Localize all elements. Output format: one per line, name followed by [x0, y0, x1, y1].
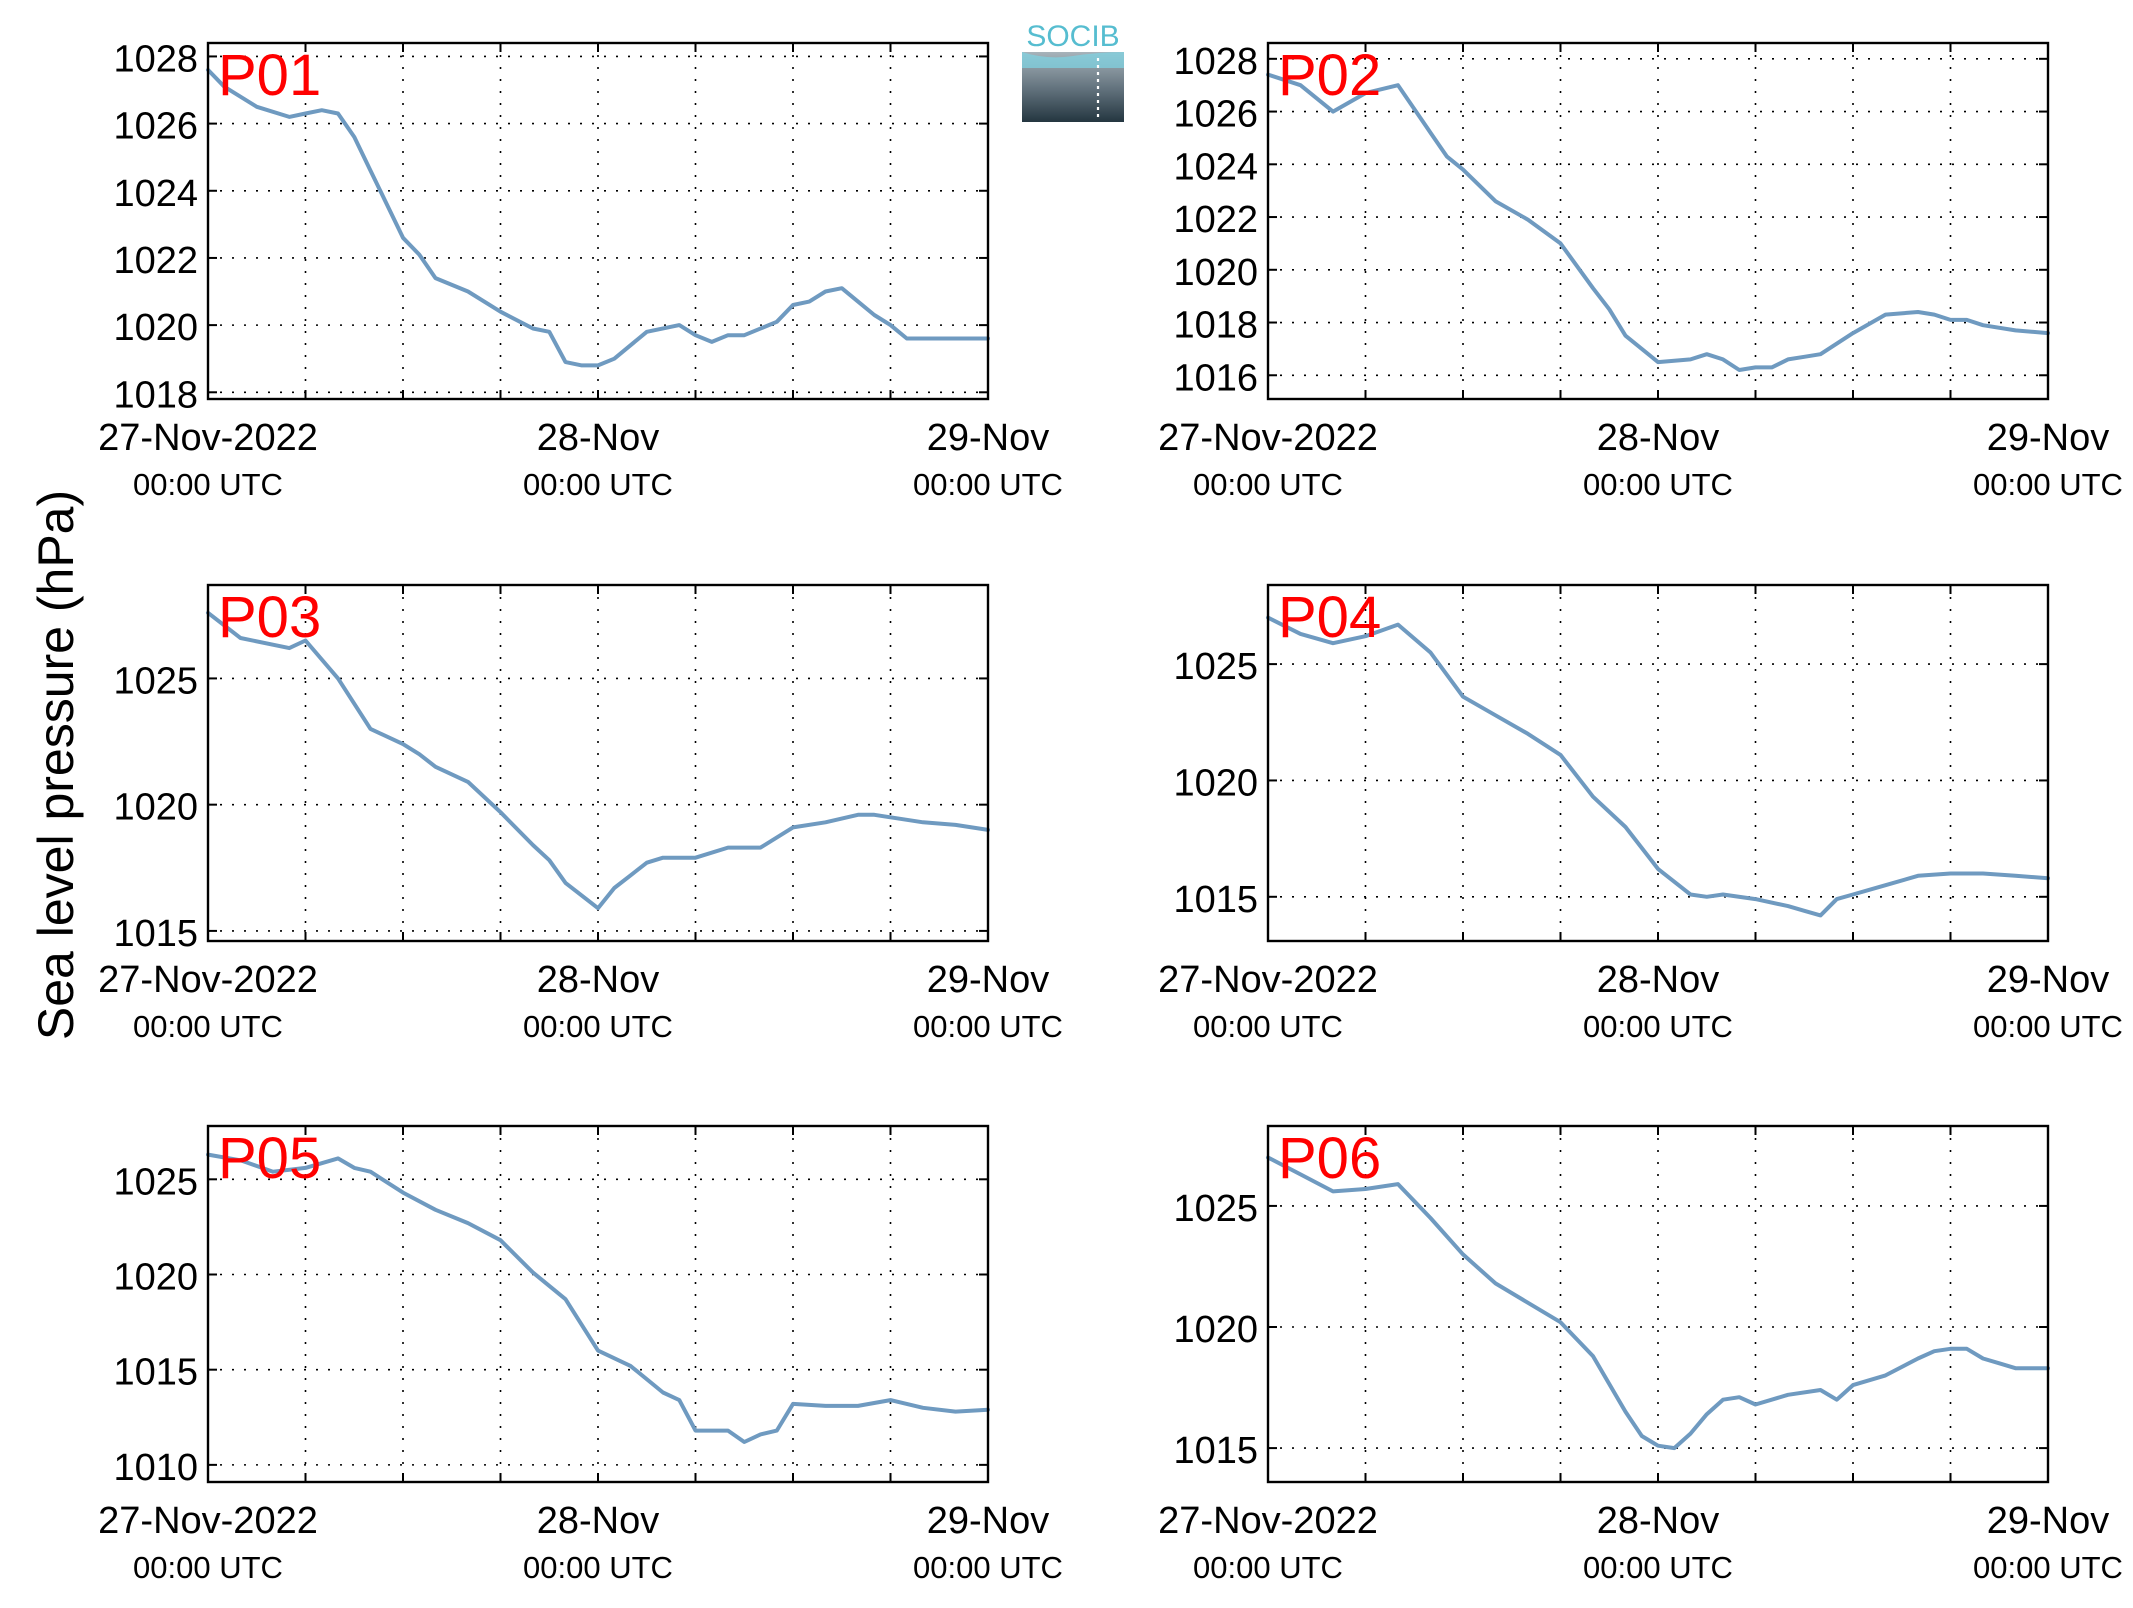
x-tick-sublabel: 00:00 UTC [1193, 1550, 1343, 1585]
plot-frame [206, 41, 990, 401]
y-tick-label: 1025 [1173, 1188, 1258, 1230]
panel-label: P02 [1278, 43, 1381, 108]
x-tick-label: 29-Nov [927, 417, 1050, 459]
x-tick-label: 28-Nov [537, 1500, 660, 1542]
x-tick-sublabel: 00:00 UTC [133, 1009, 283, 1044]
pressure-series-line [1266, 615, 2050, 918]
x-tick-label: 28-Nov [537, 417, 660, 459]
x-tick-sublabel: 00:00 UTC [133, 467, 283, 502]
y-tick-label: 1025 [113, 660, 198, 702]
pressure-series-line [1266, 72, 2050, 372]
x-tick-sublabel: 00:00 UTC [1973, 467, 2123, 502]
y-tick-label: 1024 [113, 173, 198, 215]
x-tick-label: 29-Nov [927, 959, 1050, 1001]
y-tick-label: 1020 [113, 787, 198, 829]
x-tick-sublabel: 00:00 UTC [1973, 1550, 2123, 1585]
y-tick-label: 1018 [113, 374, 198, 416]
x-tick-sublabel: 00:00 UTC [1583, 1009, 1733, 1044]
plot-frame [1266, 583, 2050, 943]
y-tick-label: 1016 [1173, 357, 1258, 399]
y-tick-label: 1015 [1173, 879, 1258, 921]
x-tick-label: 27-Nov-2022 [1158, 417, 1378, 459]
y-tick-label: 1010 [113, 1447, 198, 1489]
pressure-series-line [206, 1152, 990, 1444]
x-tick-label: 28-Nov [537, 959, 660, 1001]
x-tick-sublabel: 00:00 UTC [1583, 467, 1733, 502]
y-tick-label: 1022 [113, 240, 198, 282]
x-tick-label: 28-Nov [1597, 1500, 1720, 1542]
y-tick-label: 1020 [113, 1256, 198, 1298]
y-tick-label: 1024 [1173, 146, 1258, 188]
y-tick-label: 1025 [113, 1161, 198, 1203]
y-tick-label: 1028 [1173, 41, 1258, 83]
y-tick-label: 1015 [113, 913, 198, 955]
x-tick-label: 27-Nov-2022 [98, 959, 318, 1001]
panel-label: P06 [1278, 1126, 1381, 1191]
x-tick-sublabel: 00:00 UTC [1583, 1550, 1733, 1585]
panel-label: P01 [218, 43, 321, 108]
x-tick-sublabel: 00:00 UTC [523, 467, 673, 502]
x-tick-label: 27-Nov-2022 [98, 417, 318, 459]
x-tick-label: 28-Nov [1597, 417, 1720, 459]
x-tick-sublabel: 00:00 UTC [1193, 1009, 1343, 1044]
x-tick-sublabel: 00:00 UTC [133, 1550, 283, 1585]
y-tick-label: 1026 [113, 106, 198, 148]
y-tick-label: 1018 [1173, 305, 1258, 347]
y-tick-label: 1028 [113, 38, 198, 80]
x-tick-sublabel: 00:00 UTC [913, 1550, 1063, 1585]
x-tick-label: 29-Nov [1987, 417, 2110, 459]
plot-frame [206, 583, 990, 943]
y-tick-label: 1026 [1173, 94, 1258, 136]
panel-label: P04 [1278, 585, 1381, 650]
logo-text: SOCIB [1026, 20, 1119, 53]
x-tick-sublabel: 00:00 UTC [913, 467, 1063, 502]
x-tick-sublabel: 00:00 UTC [913, 1009, 1063, 1044]
x-tick-label: 29-Nov [1987, 959, 2110, 1001]
socib-logo: SOCIB [1022, 20, 1124, 122]
pressure-series-line [206, 610, 990, 911]
chart-panel-p04: 1015 1020 1025 27-Nov-2022 00:00 UTC 28-Nov 00… [1158, 583, 2123, 1044]
x-tick-label: 27-Nov-2022 [98, 1500, 318, 1542]
x-tick-label: 29-Nov [1987, 1500, 2110, 1542]
y-tick-label: 1022 [1173, 199, 1258, 241]
x-tick-sublabel: 00:00 UTC [1973, 1009, 2123, 1044]
pressure-series-line [1266, 1155, 2050, 1451]
panel-label: P03 [218, 585, 321, 650]
y-tick-label: 1025 [1173, 646, 1258, 688]
y-tick-label: 1015 [1173, 1430, 1258, 1472]
y-tick-label: 1015 [113, 1352, 198, 1394]
plot-frame [1266, 41, 2050, 401]
x-tick-sublabel: 00:00 UTC [523, 1009, 673, 1044]
chart-panel-p02: 1016 1018 1020 1022 1024 1026 1028 27-Nov-2022 0… [1158, 41, 2123, 502]
y-tick-label: 1020 [1173, 762, 1258, 804]
y-tick-label: 1020 [113, 307, 198, 349]
x-tick-label: 27-Nov-2022 [1158, 959, 1378, 1001]
chart-panel-p01: 1018 1020 1022 1024 1026 1028 27-Nov-2022 00:00… [98, 38, 1063, 502]
panel-label: P05 [218, 1126, 321, 1191]
chart-panel-p05: 1010 1015 1020 1025 27-Nov-2022 00:00 UTC 28-N… [98, 1124, 1063, 1585]
x-tick-label: 29-Nov [927, 1500, 1050, 1542]
x-tick-label: 27-Nov-2022 [1158, 1500, 1378, 1542]
logo-wave [1022, 52, 1124, 68]
x-tick-label: 28-Nov [1597, 959, 1720, 1001]
y-tick-label: 1020 [1173, 1309, 1258, 1351]
chart-panel-p06: 1015 1020 1025 27-Nov-2022 00:00 UTC 28-Nov 00… [1158, 1124, 2123, 1585]
x-tick-sublabel: 00:00 UTC [1193, 467, 1343, 502]
x-tick-sublabel: 00:00 UTC [523, 1550, 673, 1585]
plot-frame [206, 1124, 990, 1484]
pressure-series-line [206, 67, 990, 368]
plot-frame [1266, 1124, 2050, 1484]
y-tick-label: 1020 [1173, 252, 1258, 294]
chart-panel-p03: 1015 1020 1025 27-Nov-2022 00:00 UTC 28-Nov 00… [98, 583, 1063, 1044]
